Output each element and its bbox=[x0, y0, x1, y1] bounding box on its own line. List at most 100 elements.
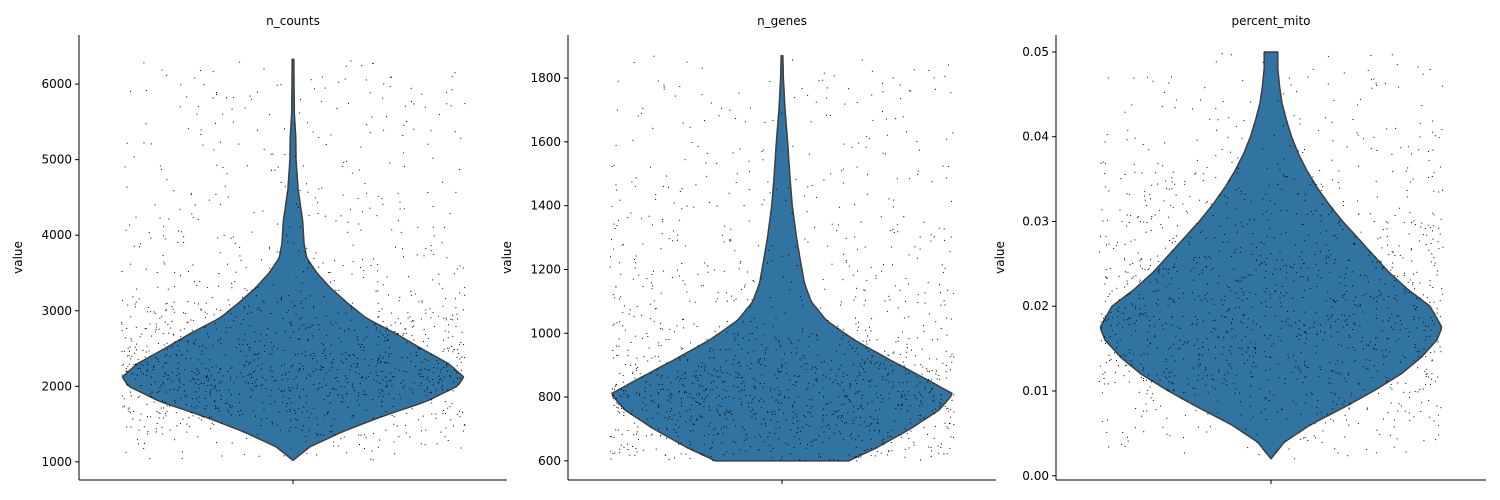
percent-mito-point bbox=[1253, 362, 1255, 363]
n-genes-point bbox=[878, 431, 880, 433]
percent-mito-point bbox=[1288, 77, 1290, 79]
n-counts-point bbox=[163, 344, 165, 346]
n-genes-point bbox=[858, 457, 860, 459]
n-counts-point bbox=[358, 373, 360, 375]
n-genes-point bbox=[646, 410, 648, 412]
n-counts-point bbox=[323, 350, 325, 352]
n-genes-point bbox=[936, 358, 938, 360]
n-counts-point bbox=[288, 398, 290, 399]
n-genes-point bbox=[856, 102, 858, 103]
n-genes-point bbox=[734, 337, 736, 339]
percent-mito-point bbox=[1423, 329, 1425, 331]
n-counts-point bbox=[459, 169, 461, 170]
n-counts-point bbox=[335, 389, 337, 391]
n-genes-point bbox=[650, 372, 652, 374]
n-genes-point bbox=[861, 397, 863, 399]
percent-mito-point bbox=[1299, 256, 1301, 258]
n-genes-point bbox=[610, 256, 611, 258]
n-counts-point bbox=[331, 431, 333, 433]
percent-mito-point bbox=[1190, 237, 1192, 239]
n-counts-point bbox=[185, 404, 187, 405]
percent-mito-point bbox=[1341, 345, 1342, 346]
n-counts-point bbox=[438, 375, 440, 377]
n-counts-point bbox=[146, 361, 148, 363]
n-genes-point bbox=[711, 447, 713, 449]
n-genes-point bbox=[726, 321, 728, 322]
n-counts-point bbox=[178, 378, 180, 380]
percent-mito-point bbox=[1103, 317, 1105, 319]
n-counts-point bbox=[264, 350, 266, 352]
n-counts-point bbox=[298, 369, 300, 371]
n-counts-point bbox=[399, 208, 401, 210]
percent-mito-point bbox=[1358, 382, 1360, 384]
percent-mito-point bbox=[1169, 297, 1171, 299]
percent-mito-point bbox=[1171, 76, 1172, 78]
n-counts-point bbox=[369, 207, 371, 209]
n-counts-point bbox=[171, 371, 173, 373]
n-genes-point bbox=[719, 376, 721, 378]
percent-mito-point bbox=[1292, 401, 1294, 402]
percent-mito-point bbox=[1238, 167, 1239, 169]
n-genes-point bbox=[611, 388, 613, 390]
n-genes-point bbox=[661, 374, 663, 376]
percent-mito-point bbox=[1129, 264, 1131, 266]
n-counts-point bbox=[299, 397, 301, 399]
percent-mito-point bbox=[1327, 319, 1329, 321]
n-counts-point bbox=[448, 347, 450, 349]
percent-mito-point bbox=[1126, 280, 1128, 282]
percent-mito-point bbox=[1302, 297, 1304, 298]
percent-mito-point bbox=[1116, 341, 1118, 343]
n-genes-point bbox=[946, 334, 948, 336]
n-genes-point bbox=[718, 404, 720, 406]
percent-mito-point bbox=[1397, 410, 1399, 412]
n-counts-point bbox=[305, 440, 307, 442]
n-counts-point bbox=[405, 328, 407, 330]
percent-mito-point bbox=[1247, 318, 1249, 319]
percent-mito-point bbox=[1237, 157, 1239, 159]
n-counts-point bbox=[138, 298, 140, 300]
percent-mito-point bbox=[1394, 215, 1396, 216]
n-counts-point bbox=[198, 401, 200, 403]
n-counts-point bbox=[389, 380, 391, 382]
n-genes-point bbox=[657, 412, 659, 414]
percent-mito-point bbox=[1268, 356, 1270, 358]
percent-mito-point bbox=[1238, 280, 1239, 282]
percent-mito-point bbox=[1329, 362, 1331, 364]
n-counts-point bbox=[130, 391, 131, 393]
percent-mito-point bbox=[1175, 335, 1177, 337]
n-genes-point bbox=[868, 350, 870, 352]
percent-mito-point bbox=[1337, 360, 1339, 362]
n-genes-point bbox=[828, 437, 830, 439]
percent-mito-point bbox=[1281, 285, 1283, 287]
n-genes-point bbox=[758, 359, 760, 361]
percent-mito-point bbox=[1144, 190, 1146, 192]
n-counts-point bbox=[399, 398, 401, 400]
percent-mito-point bbox=[1202, 173, 1204, 175]
percent-mito-point bbox=[1307, 440, 1309, 442]
percent-mito-point bbox=[1305, 365, 1307, 367]
n-genes-point bbox=[782, 365, 784, 367]
percent-mito-point bbox=[1174, 360, 1176, 362]
n-genes-point bbox=[656, 374, 658, 376]
n-counts-point bbox=[381, 389, 383, 391]
n-counts-point bbox=[364, 183, 366, 185]
percent-mito-point bbox=[1273, 394, 1275, 396]
percent-mito-point bbox=[1421, 222, 1423, 224]
n-genes-point bbox=[799, 443, 801, 445]
percent-mito-point bbox=[1206, 266, 1207, 268]
n-genes-point bbox=[938, 405, 940, 407]
percent-mito-point bbox=[1416, 306, 1418, 308]
percent-mito-point bbox=[1194, 394, 1196, 396]
n-counts-point bbox=[140, 371, 142, 373]
n-genes-point bbox=[658, 342, 660, 344]
n-genes-point bbox=[813, 439, 815, 441]
n-genes-point bbox=[877, 397, 879, 398]
n-genes-point bbox=[882, 379, 884, 381]
n-genes-point bbox=[674, 331, 675, 333]
n-counts-point bbox=[210, 428, 212, 430]
n-counts-point bbox=[315, 252, 317, 254]
n-counts-point bbox=[182, 418, 184, 420]
n-genes-point bbox=[678, 426, 680, 428]
n-genes-point bbox=[675, 378, 677, 380]
percent-mito-point bbox=[1182, 392, 1184, 394]
